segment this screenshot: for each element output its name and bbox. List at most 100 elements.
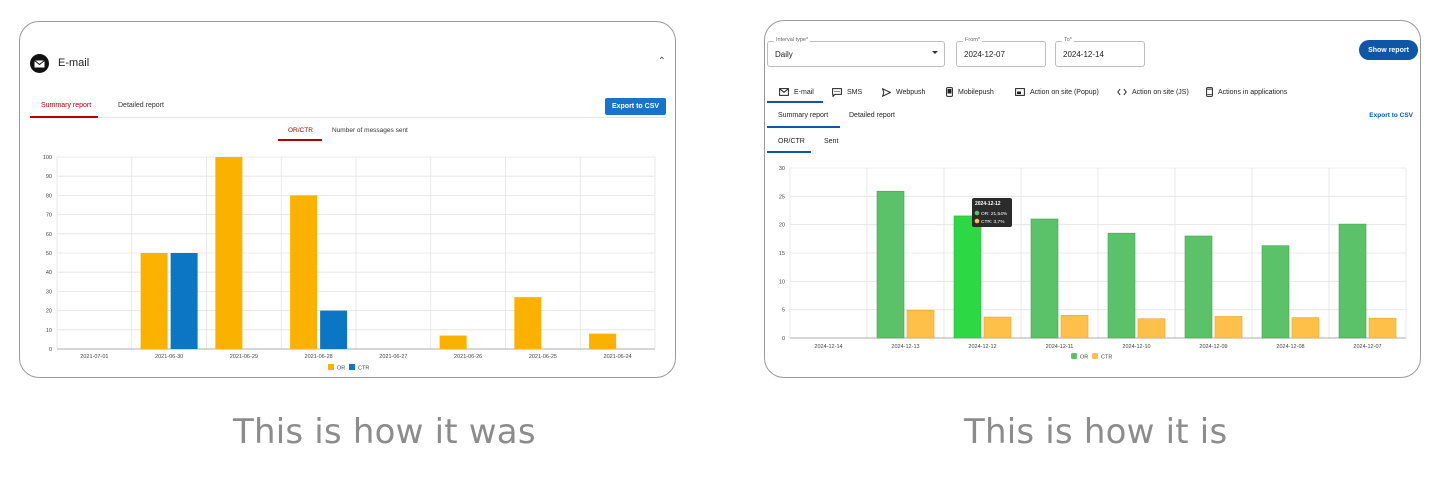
send-icon [882, 87, 891, 97]
x-tick-label: 2021-07-01 [80, 354, 108, 360]
y-tick-label: 50 [46, 251, 52, 257]
x-tick-label: 2021-06-30 [155, 354, 183, 360]
subtab-messages-sent[interactable]: Number of messages sent [332, 127, 408, 134]
bar-or [1184, 235, 1213, 339]
y-tick-label: 0 [782, 336, 785, 342]
show-report-button[interactable]: Show report [1359, 40, 1418, 60]
y-tick-label: 0 [49, 347, 52, 353]
section-title: E-mail [58, 57, 90, 69]
subtab-sent[interactable]: Sent [824, 138, 839, 145]
bar-ctr [983, 316, 1012, 339]
bar-or [290, 195, 318, 349]
email-section-header[interactable]: E-mail ⌃ [30, 54, 666, 74]
report-tabs: Summary report Detailed report Export to… [30, 98, 666, 118]
x-tick-label: 2024-12-10 [1122, 344, 1150, 350]
x-tick-label: 2021-06-24 [604, 354, 632, 360]
tab-webpush[interactable]: Webpush [882, 85, 925, 99]
x-tick-label: 2021-06-25 [529, 354, 557, 360]
to-date-value: 2024-12-14 [1063, 50, 1104, 59]
active-report-tab-indicator [767, 126, 840, 128]
y-tick-label: 100 [43, 155, 52, 161]
to-date-label: To* [1062, 37, 1074, 43]
legend-swatch-or [1071, 353, 1077, 359]
interval-type-value: Daily [775, 50, 793, 59]
tooltip-box [972, 198, 1012, 227]
popup-icon [1015, 88, 1025, 96]
y-tick-label: 5 [782, 308, 785, 314]
x-tick-label: 2024-12-12 [968, 344, 996, 350]
from-date-value: 2024-12-07 [964, 50, 1005, 59]
y-tick-label: 10 [46, 328, 52, 334]
x-tick-label: 2024-12-11 [1046, 344, 1074, 350]
tab-detailed-report[interactable]: Detailed report [118, 102, 164, 109]
y-tick-label: 20 [779, 223, 785, 229]
export-csv-button[interactable]: Export to CSV [605, 98, 666, 115]
from-date-field[interactable]: From* 2024-12-07 [956, 37, 1046, 67]
interval-type-label: Interval type* [774, 37, 811, 43]
bar-ctr [906, 309, 935, 339]
old-or-ctr-chart: 0 10 20 30 40 50 60 70 80 90 100 2021-07-01 2021-06-… [43, 155, 656, 372]
email-icon [779, 88, 789, 96]
tab-summary-report[interactable]: Summary report [778, 112, 829, 119]
tab-sms[interactable]: SMS [832, 85, 862, 99]
old-report-card: E-mail ⌃ Summary report Detailed report … [19, 21, 676, 378]
tooltip-swatch-or [974, 210, 980, 216]
y-tick-label: 10 [779, 279, 785, 285]
bar-ctr [1214, 316, 1243, 339]
tab-label: Action on site (Popup) [1030, 88, 1099, 96]
subtab-or-ctr[interactable]: OR/CTR [288, 127, 313, 134]
code-icon [1117, 88, 1127, 96]
y-tick-label: 25 [779, 194, 785, 200]
chart-subtabs: OR/CTR Sent [765, 134, 965, 154]
interval-type-select[interactable]: Interval type* Daily [767, 37, 945, 67]
legend-label-or: OR [337, 366, 345, 372]
x-tick-label: 2021-06-29 [230, 354, 258, 360]
sms-icon [832, 87, 842, 97]
x-tick-label: 2024-12-08 [1276, 344, 1304, 350]
export-csv-link[interactable]: Export to CSV [1369, 112, 1413, 119]
from-date-label: From* [963, 37, 982, 43]
active-tab-indicator [767, 101, 823, 103]
x-tick-label: 2024-12-07 [1353, 344, 1381, 350]
legend-swatch-ctr [349, 364, 355, 370]
legend-label-ctr: CTR [358, 366, 369, 372]
bar-ctr [1368, 317, 1397, 339]
bar-or [215, 157, 243, 349]
phone-icon [946, 87, 953, 97]
x-tick-label: 2021-06-26 [454, 354, 482, 360]
chevron-up-icon[interactable]: ⌃ [657, 56, 666, 67]
bar-ctr [320, 310, 348, 349]
x-tick-label: 2021-06-28 [305, 354, 333, 360]
caption-before: This is how it was [233, 412, 536, 452]
tab-label: Webpush [896, 88, 926, 96]
chart-subtabs: OR/CTR Number of messages sent [278, 125, 458, 141]
new-report-card: Interval type* Daily From* 2024-12-07 To… [764, 20, 1421, 378]
tab-label: SMS [847, 88, 863, 96]
legend-label-or: OR [1080, 355, 1088, 361]
legend-label-ctr: CTR [1101, 355, 1112, 361]
tab-email[interactable]: E-mail [779, 85, 814, 99]
caption-after: This is how it is [964, 412, 1228, 452]
x-tick-label: 2024-12-14 [814, 344, 842, 350]
tab-mobilepush[interactable]: Mobilepush [946, 85, 994, 99]
bar-or [1261, 245, 1290, 339]
subtab-or-ctr[interactable]: OR/CTR [778, 138, 805, 145]
tab-detailed-report[interactable]: Detailed report [849, 112, 895, 119]
bar-ctr [1060, 315, 1089, 339]
tab-label: Actions in applications [1218, 88, 1288, 96]
active-tab-indicator [30, 116, 98, 118]
tab-label: Action on site (JS) [1132, 88, 1189, 96]
tab-action-js[interactable]: Action on site (JS) [1117, 85, 1189, 99]
tab-summary-report[interactable]: Summary report [41, 102, 92, 109]
bar-or [1338, 223, 1367, 339]
tooltip-title: 2024-12-12 [975, 201, 1001, 207]
legend-swatch-ctr [1092, 353, 1098, 359]
y-tick-label: 40 [46, 270, 52, 276]
tab-action-popup[interactable]: Action on site (Popup) [1015, 85, 1099, 99]
bar-or [589, 333, 617, 349]
bar-ctr [170, 253, 198, 349]
tab-actions-in-apps[interactable]: Actions in applications [1206, 85, 1287, 99]
to-date-field[interactable]: To* 2024-12-14 [1055, 37, 1145, 67]
y-tick-label: 90 [46, 174, 52, 180]
chevron-down-icon [932, 51, 938, 54]
